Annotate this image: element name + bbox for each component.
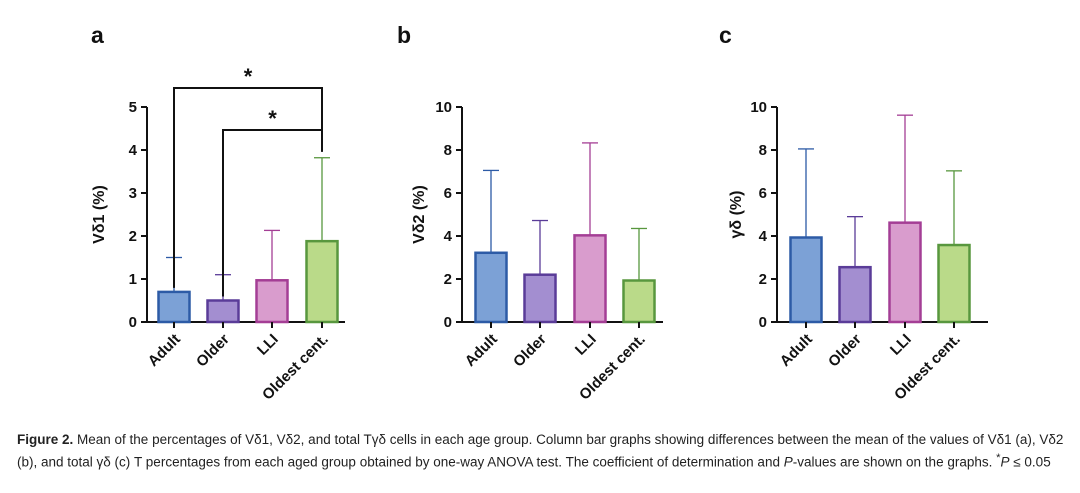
bar-older xyxy=(838,265,872,324)
x-tick-label-lli: LLI xyxy=(887,331,915,359)
significance-star: * xyxy=(244,64,253,89)
x-tick-label-older: Older xyxy=(510,331,550,371)
x-tick-label-lli: LLI xyxy=(254,331,282,359)
y-tick-label: 8 xyxy=(444,142,452,159)
caption-p-italic: P xyxy=(783,454,793,470)
caption-text: Mean of the percentages of Vδ1, Vδ2, and… xyxy=(17,432,1064,470)
y-tick-label: 10 xyxy=(750,99,767,116)
panel-letter-b: b xyxy=(397,22,411,48)
x-tick-label-older: Older xyxy=(193,331,233,371)
caption-label: Figure 2. xyxy=(17,432,74,447)
y-tick-label: 3 xyxy=(129,185,137,202)
bar-adult xyxy=(789,236,823,324)
y-tick-label: 5 xyxy=(129,99,137,116)
significance-bracket xyxy=(222,129,323,297)
bar-adult xyxy=(474,251,508,324)
significance-star: * xyxy=(268,106,277,131)
bar-lli xyxy=(888,221,922,324)
caption-threshold: ≤ 0.05 xyxy=(1009,454,1051,470)
y-tick-label: 0 xyxy=(444,314,452,331)
x-tick-label-adult: Adult xyxy=(145,331,184,370)
bar-lli xyxy=(573,234,607,324)
y-tick-label: 4 xyxy=(444,228,453,245)
y-tick-label: 4 xyxy=(759,228,768,245)
x-tick-label-lli: LLI xyxy=(572,331,600,359)
figure-caption: Figure 2. Mean of the percentages of Vδ1… xyxy=(17,430,1067,472)
y-tick-label: 0 xyxy=(129,314,137,331)
bar-oldest-cent xyxy=(622,279,656,324)
bar-oldest-cent xyxy=(937,243,971,324)
y-tick-label: 6 xyxy=(759,185,767,202)
caption-asterisk: * xyxy=(996,452,1001,464)
bar-older xyxy=(206,299,240,324)
x-tick-label-adult: Adult xyxy=(777,331,816,370)
panel-letter-a: a xyxy=(91,22,104,48)
y-tick-label: 6 xyxy=(444,185,452,202)
panel-letter-c: c xyxy=(719,22,732,48)
y-tick-label: 8 xyxy=(759,142,767,159)
x-tick-label-adult: Adult xyxy=(462,331,501,370)
y-tick-label: 4 xyxy=(129,142,138,159)
y-tick-label: 0 xyxy=(759,314,767,331)
y-axis-label: Vδ2 (%) xyxy=(411,185,428,244)
y-axis-label: Vδ1 (%) xyxy=(91,185,108,244)
bar-adult xyxy=(157,290,191,324)
y-tick-label: 10 xyxy=(435,99,452,116)
caption-p-italic-2: P xyxy=(1000,454,1010,470)
y-tick-label: 1 xyxy=(129,271,137,288)
bar-lli xyxy=(255,279,289,324)
significance-bracket xyxy=(173,87,323,288)
bar-older xyxy=(523,273,557,324)
bar-oldest-cent xyxy=(305,239,339,324)
y-tick-label: 2 xyxy=(444,271,452,288)
caption-text-2: -values are shown on the graphs. xyxy=(792,454,997,470)
x-tick-label-older: Older xyxy=(825,331,865,371)
y-axis-label: γδ (%) xyxy=(728,191,745,239)
y-tick-label: 2 xyxy=(759,271,767,288)
y-tick-label: 2 xyxy=(129,228,137,245)
